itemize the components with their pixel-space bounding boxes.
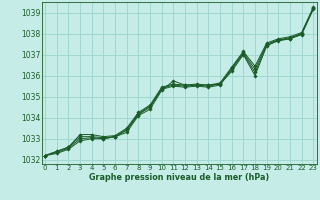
X-axis label: Graphe pression niveau de la mer (hPa): Graphe pression niveau de la mer (hPa) [89, 173, 269, 182]
